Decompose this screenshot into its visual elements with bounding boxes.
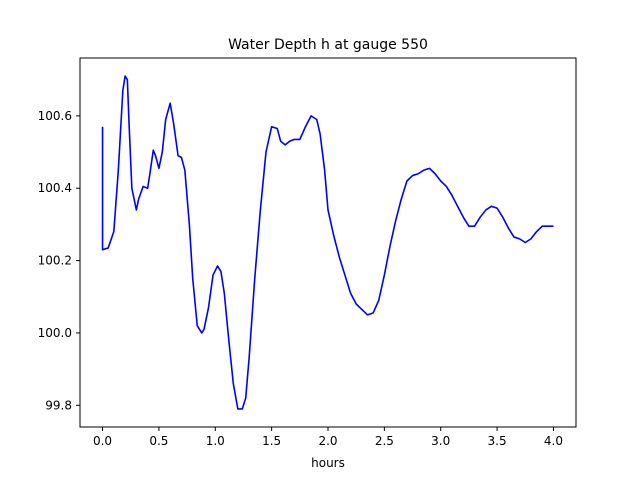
y-axis: 99.8 100.0 100.2 100.4 100.6 xyxy=(38,109,80,412)
chart-title: Water Depth h at gauge 550 xyxy=(228,37,428,53)
x-tick-label: 3.5 xyxy=(488,434,507,448)
x-axis: 0.0 0.5 1.0 1.5 2.0 2.5 3.0 3.5 4.0 xyxy=(93,427,563,448)
y-tick-label: 100.0 xyxy=(38,326,72,340)
y-tick-label: 100.6 xyxy=(38,109,72,123)
x-tick-label: 0.5 xyxy=(149,434,168,448)
x-tick-label: 1.0 xyxy=(206,434,225,448)
x-tick-label: 2.0 xyxy=(318,434,337,448)
y-tick-label: 100.4 xyxy=(38,181,72,195)
y-tick-label: 99.8 xyxy=(45,398,72,412)
series-line-0 xyxy=(101,75,554,410)
x-tick-label: 3.0 xyxy=(431,434,450,448)
y-tick-label: 100.2 xyxy=(38,254,72,268)
x-tick-label: 4.0 xyxy=(544,434,563,448)
plot-area xyxy=(101,75,554,410)
x-tick-label: 1.5 xyxy=(262,434,281,448)
x-tick-label: 2.5 xyxy=(375,434,394,448)
x-tick-label: 0.0 xyxy=(93,434,112,448)
x-axis-label: hours xyxy=(311,456,345,470)
